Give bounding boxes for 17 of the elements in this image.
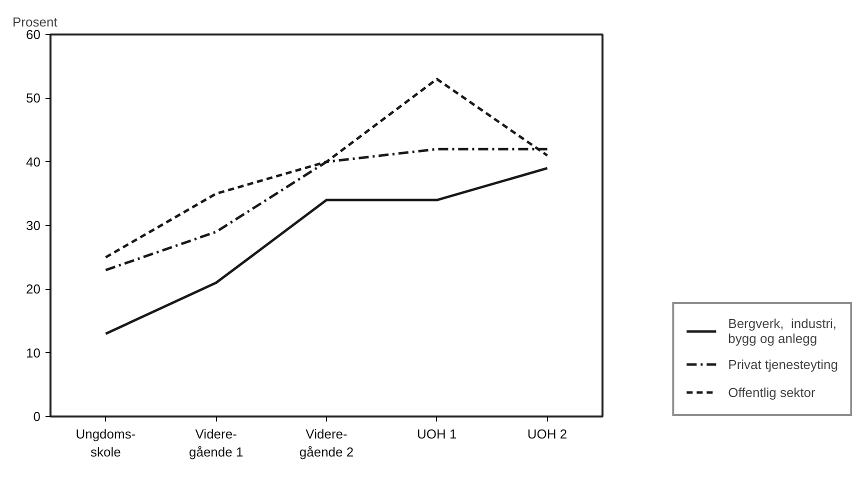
x-tick-label: Ungdoms- skole [76,426,136,460]
x-tick-label: Videre- gående 1 [188,426,244,460]
line-series [104,166,549,335]
x-tick-label: Videre- gående 2 [299,426,354,460]
legend-label: Bergverk, industri, bygg og anlegg [728,316,837,346]
y-tick-label: 50 [26,90,41,106]
x-tick-label: UOH 2 [527,426,568,442]
y-tick-label: 60 [26,27,41,42]
y-tick-label: 0 [33,409,41,424]
y-tick-label: 40 [26,154,41,170]
y-tick-label: 10 [26,345,41,360]
y-axis-title: Prosent [12,14,58,30]
y-tick-label: 20 [26,282,41,297]
legend-label: Privat tjenesteyting [728,356,838,372]
legend-label: Offentlig sektor [728,384,816,400]
x-tick-label: UOH 1 [417,426,457,442]
y-tick-label: 30 [26,218,41,233]
